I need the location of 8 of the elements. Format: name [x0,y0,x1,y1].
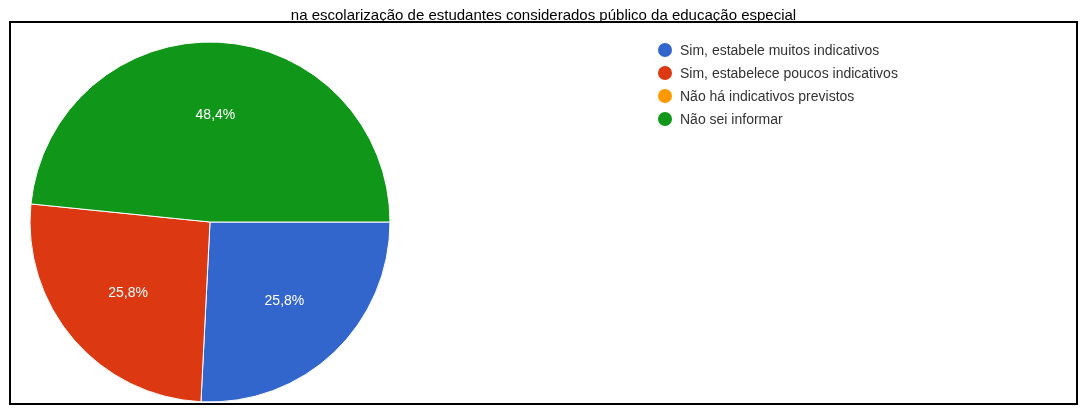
legend-label: Não há indicativos previstos [680,88,855,104]
legend-label: Não sei informar [680,111,784,127]
data-label: 48,4% [195,106,236,123]
data-label: 25,8% [264,292,305,309]
chart-title: na escolarização de estudantes considerados público da educação especial [290,5,797,23]
legend-label: Sim, estabelece poucos indicativos [680,65,898,81]
legend-label: Sim, estabele muitos indicativos [680,42,880,58]
data-label: 25,8% [108,284,148,301]
